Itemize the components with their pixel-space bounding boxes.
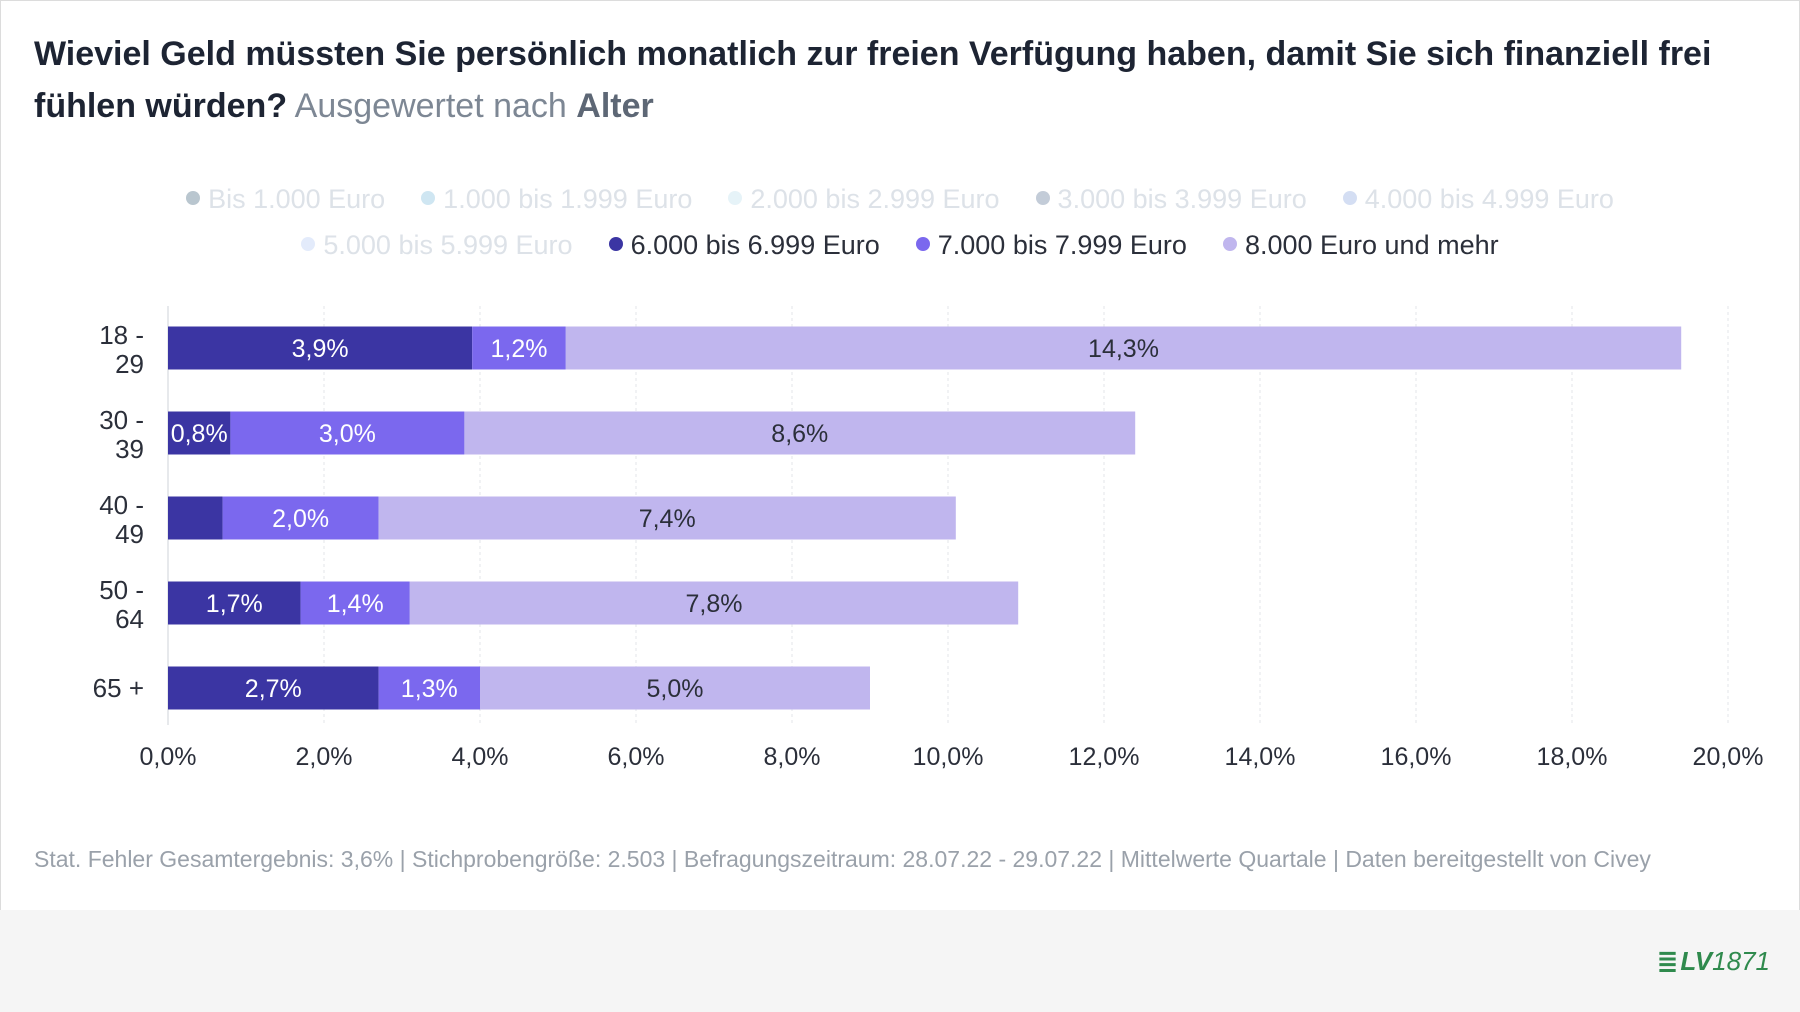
legend-label: 6.000 bis 6.999 Euro	[630, 230, 880, 260]
bar-segment	[168, 581, 301, 625]
legend-dot-icon	[186, 191, 201, 205]
legend-label: 4.000 bis 4.999 Euro	[1364, 184, 1614, 214]
data-label: 7,4%	[639, 505, 696, 533]
bar-segment	[464, 411, 1136, 455]
legend-dot-icon	[915, 237, 930, 251]
x-tick-label: 4,0%	[452, 743, 509, 771]
legend-dot-icon	[1035, 191, 1050, 205]
logo-number: 1871	[1712, 946, 1770, 976]
legend-item[interactable]: 5.000 bis 5.999 Euro	[301, 222, 573, 268]
bar-segment	[168, 666, 379, 710]
data-label: 7,8%	[686, 590, 743, 618]
category-label: 50 -64	[99, 575, 144, 634]
data-label: 0,8%	[171, 420, 228, 448]
category-label: 65 +	[93, 673, 144, 703]
title-sub-strong: Alter	[576, 87, 654, 125]
bar-segment	[378, 666, 480, 710]
data-label: 5,0%	[647, 675, 704, 703]
footer-note: Stat. Fehler Gesamtergebnis: 3,6% | Stic…	[34, 846, 1651, 872]
stacked-bar-chart: 0,0% 2,0% 4,0% 6,0% 8,0% 10,0% 12,0% 14,0% 16,0%…	[93, 306, 1764, 771]
data-label: 1,7%	[206, 590, 263, 618]
legend-dot-icon	[728, 191, 743, 205]
legend-label: 8.000 Euro und mehr	[1244, 230, 1499, 260]
bar-segment	[565, 326, 1682, 370]
legend-dot-icon	[301, 237, 316, 251]
legend-label: Bis 1.000 Euro	[208, 184, 386, 214]
bar-segment	[222, 496, 379, 540]
bar-segment	[230, 411, 465, 455]
bar-segment	[378, 496, 956, 540]
lv1871-logo: ≣LV1871	[1657, 946, 1770, 977]
legend-item[interactable]: 8.000 Euro und mehr	[1222, 222, 1499, 268]
legend-item[interactable]: Bis 1.000 Euro	[186, 176, 385, 222]
legend-item[interactable]: 2.000 bis 2.999 Euro	[728, 176, 1000, 222]
category-label: 30 -39	[99, 405, 144, 464]
category-label: 40 -49	[99, 490, 144, 549]
legend-label: 5.000 bis 5.999 Euro	[323, 230, 573, 260]
footer-bar	[0, 910, 1800, 1012]
legend-dot-icon	[1342, 191, 1357, 205]
x-tick-label: 20,0%	[1693, 743, 1764, 771]
legend-item[interactable]: 3.000 bis 3.999 Euro	[1035, 176, 1307, 222]
x-tick-label: 8,0%	[764, 743, 821, 771]
legend-dot-icon	[1222, 237, 1237, 251]
title-sub-prefix: Ausgewertet nach	[294, 87, 567, 125]
x-tick-label: 18,0%	[1537, 743, 1608, 771]
bar-segment	[168, 496, 223, 540]
data-label: 2,7%	[245, 675, 302, 703]
chart-legend: Bis 1.000 Euro 1.000 bis 1.999 Euro 2.000 …	[100, 176, 1700, 268]
x-tick-label: 0,0%	[140, 743, 197, 771]
x-tick-label: 10,0%	[913, 743, 984, 771]
legend-item[interactable]: 7.000 bis 7.999 Euro	[915, 222, 1187, 268]
bar-segment	[472, 326, 566, 370]
data-label: 1,2%	[491, 335, 548, 363]
data-label: 3,0%	[319, 420, 376, 448]
legend-label: 2.000 bis 2.999 Euro	[750, 184, 1000, 214]
data-label: 3,9%	[292, 335, 349, 363]
legend-label: 1.000 bis 1.999 Euro	[443, 184, 693, 214]
bar-segment	[300, 581, 410, 625]
bar-segment	[480, 666, 870, 710]
logo-text: LV	[1680, 946, 1713, 976]
x-tick-label: 6,0%	[608, 743, 665, 771]
legend-item[interactable]: 6.000 bis 6.999 Euro	[608, 222, 880, 268]
bar-segment	[168, 326, 473, 370]
legend-item[interactable]: 4.000 bis 4.999 Euro	[1342, 176, 1614, 222]
data-label: 1,4%	[327, 590, 384, 618]
chart-title: Wieviel Geld müssten Sie persönlich mona…	[34, 28, 1754, 132]
legend-dot-icon	[421, 191, 436, 205]
data-label: 14,3%	[1088, 335, 1159, 363]
legend-item[interactable]: 1.000 bis 1.999 Euro	[421, 176, 692, 222]
data-label: 2,0%	[272, 505, 329, 533]
category-label: 18 -29	[99, 320, 144, 379]
x-tick-label: 2,0%	[296, 743, 353, 771]
x-tick-label: 16,0%	[1381, 743, 1452, 771]
legend-label: 7.000 bis 7.999 Euro	[937, 230, 1187, 260]
legend-label: 3.000 bis 3.999 Euro	[1057, 184, 1307, 214]
logo-mark-icon: ≣	[1656, 946, 1679, 976]
title-main: Wieviel Geld müssten Sie persönlich mona…	[34, 35, 1712, 125]
x-tick-label: 12,0%	[1069, 743, 1140, 771]
bar-segment	[409, 581, 1019, 625]
bar-segment	[168, 411, 231, 455]
data-label: 1,3%	[401, 675, 458, 703]
data-label: 8,6%	[771, 420, 828, 448]
x-tick-label: 14,0%	[1225, 743, 1296, 771]
legend-dot-icon	[608, 237, 623, 251]
